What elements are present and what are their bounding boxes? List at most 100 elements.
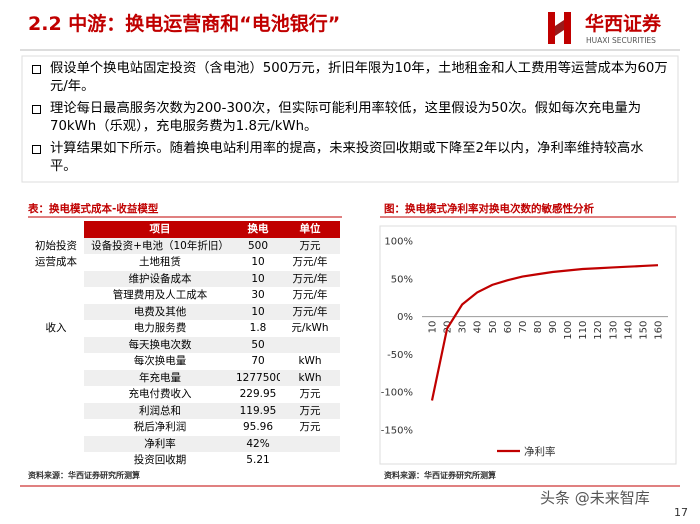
- line: [430, 264, 659, 401]
- y-tick-label: 50%: [391, 274, 413, 285]
- table-row: 净利率 42%: [28, 435, 340, 453]
- bullet: 假设单个换电站固定投资（含电池）500万元，折旧年限为10年，土地租金和人工费用…: [28, 60, 668, 96]
- table-cell: [28, 386, 84, 403]
- header-cell: 项目: [84, 221, 236, 238]
- header-cell: [28, 221, 84, 238]
- bullets: 假设单个换电站固定投资（含电池）500万元，折旧年限为10年，土地租金和人工费用…: [28, 60, 668, 180]
- table-cell: [28, 419, 84, 436]
- table-cell: 10: [236, 254, 280, 271]
- table-row: 充电付费收入 229.95 万元: [28, 386, 340, 403]
- table-cell: [28, 287, 84, 304]
- logo-mark: [548, 12, 555, 44]
- x-tick-label: 110: [578, 321, 589, 340]
- table-row: 电费及其他 10 万元/年: [28, 303, 340, 321]
- table-row: 维护设备成本 10 万元/年: [28, 270, 340, 288]
- table-cell: [28, 436, 84, 453]
- logo-en: HUAXI SECURITIES: [586, 36, 656, 45]
- table-row: 收入 电力服务费 1.8 元/kWh: [28, 320, 340, 337]
- logo-mark: [564, 12, 571, 44]
- table-cell: [280, 435, 340, 452]
- chart-frame: [379, 225, 677, 465]
- table-cell: 万元: [280, 237, 340, 254]
- table-cell: 万元/年: [280, 270, 340, 287]
- table-cell: 投资回收期: [84, 452, 236, 469]
- table-cell: 电力服务费: [84, 320, 236, 337]
- page-number: 17: [674, 506, 688, 519]
- table-cell: [280, 336, 340, 353]
- x-tick-label: 40: [473, 321, 484, 334]
- table-row: 管理费用及人工成本 30 万元/年: [28, 287, 340, 304]
- table-row: 每次换电量 70 kWh: [28, 353, 340, 370]
- header-cell: 换电: [236, 221, 280, 238]
- table-cell: [28, 353, 84, 370]
- table-cell: [28, 271, 84, 288]
- table-cell: 万元: [280, 386, 340, 403]
- watermark: 头条 @未来智库: [540, 489, 650, 507]
- x-tick-label: 150: [638, 321, 649, 340]
- bullet-box: [21, 55, 679, 183]
- table-cell: 利润总和: [84, 402, 236, 419]
- table-cell: kWh: [280, 353, 340, 370]
- x-tick-label: 30: [458, 321, 469, 334]
- table-cell: 万元/年: [280, 254, 340, 271]
- x-tick-label: 130: [608, 321, 619, 340]
- table-row: 初始投资 设备投资+电池（10年折旧） 500 万元: [28, 237, 340, 254]
- table-cell: [28, 370, 84, 387]
- title: 2.2 中游：换电运营商和“电池银行”: [28, 12, 340, 35]
- table-cell: 收入: [45, 322, 67, 334]
- table-cell: 万元/年: [280, 287, 340, 304]
- y-tick-label: -150%: [381, 426, 413, 437]
- header-cell: 单位: [280, 221, 340, 238]
- logo-cn: 华西证券: [585, 12, 662, 35]
- legend-label: 净利率: [524, 445, 556, 458]
- table-row: 年充电量 1277500 kWh: [28, 369, 340, 387]
- x-tick-label: 100: [563, 321, 574, 340]
- table-cell: 10: [236, 270, 280, 287]
- table-header: 项目 换电 单位: [28, 221, 340, 238]
- table-cell: [280, 452, 340, 469]
- table-row: 税后净利润 95.96 万元: [28, 419, 340, 436]
- x-tick-label: 140: [623, 321, 634, 340]
- table-cell: [28, 304, 84, 321]
- table-cell: 50: [236, 336, 280, 353]
- table-row: 运营成本 土地租赁 10 万元/年: [28, 254, 340, 271]
- logo-mark: [555, 20, 564, 36]
- table-cell: 初始投资: [35, 239, 77, 252]
- table: 项目 换电 单位 初始投资 设备投资+电池（10年折旧） 500 万元 运营成本 土地租赁 10 万…: [28, 221, 340, 469]
- table-title: 表：换电模式成本-收益模型: [27, 202, 159, 215]
- x-tick-label: 60: [503, 321, 514, 334]
- table-cell: 净利率: [84, 435, 236, 452]
- table-cell: 229.95: [236, 386, 280, 403]
- table-cell: 1.8: [236, 320, 280, 337]
- x-tick-label: 160: [654, 321, 665, 340]
- table-cell: 年充电量: [84, 369, 236, 386]
- table-cell: 电费及其他: [84, 303, 236, 320]
- table-cell: 万元: [280, 402, 340, 419]
- table-row: 每天换电次数 50: [28, 336, 340, 353]
- x-tick-label: 10: [428, 321, 439, 334]
- bullet: 理论每日最高服务次数为200-300次，但实际可能利用率较低，这里假设为50次。…: [28, 100, 668, 136]
- table-cell: 1277500: [236, 369, 280, 386]
- y-tick-label: 100%: [384, 237, 413, 248]
- table-cell: 运营成本: [35, 256, 77, 268]
- table-row: 投资回收期 5.21: [28, 452, 340, 469]
- table-cell: 500: [236, 237, 280, 254]
- table-row: 利润总和 119.95 万元: [28, 402, 340, 419]
- x-tick-label: 90: [548, 321, 559, 334]
- table-cell: 95.96: [236, 419, 280, 436]
- table-cell: 充电付费收入: [84, 386, 236, 403]
- y-tick-label: -50%: [387, 350, 413, 361]
- x-tick-label: 80: [533, 321, 544, 334]
- x-tick-label: 70: [518, 321, 529, 334]
- bullet: 计算结果如下所示。随着换电站利用率的提高，未来投资回收期或下降至2年以内，净利率…: [28, 140, 668, 176]
- table-cell: 税后净利润: [84, 419, 236, 436]
- x-tick-label: 50: [488, 321, 499, 334]
- y-tick-label: 0%: [397, 312, 413, 323]
- table-cell: 70: [236, 353, 280, 370]
- table-source: 资料来源：华西证券研究所测算: [28, 470, 140, 480]
- table-cell: 管理费用及人工成本: [84, 287, 236, 304]
- table-cell: 土地租赁: [84, 254, 236, 271]
- chart-source: 资料来源：华西证券研究所测算: [384, 470, 496, 480]
